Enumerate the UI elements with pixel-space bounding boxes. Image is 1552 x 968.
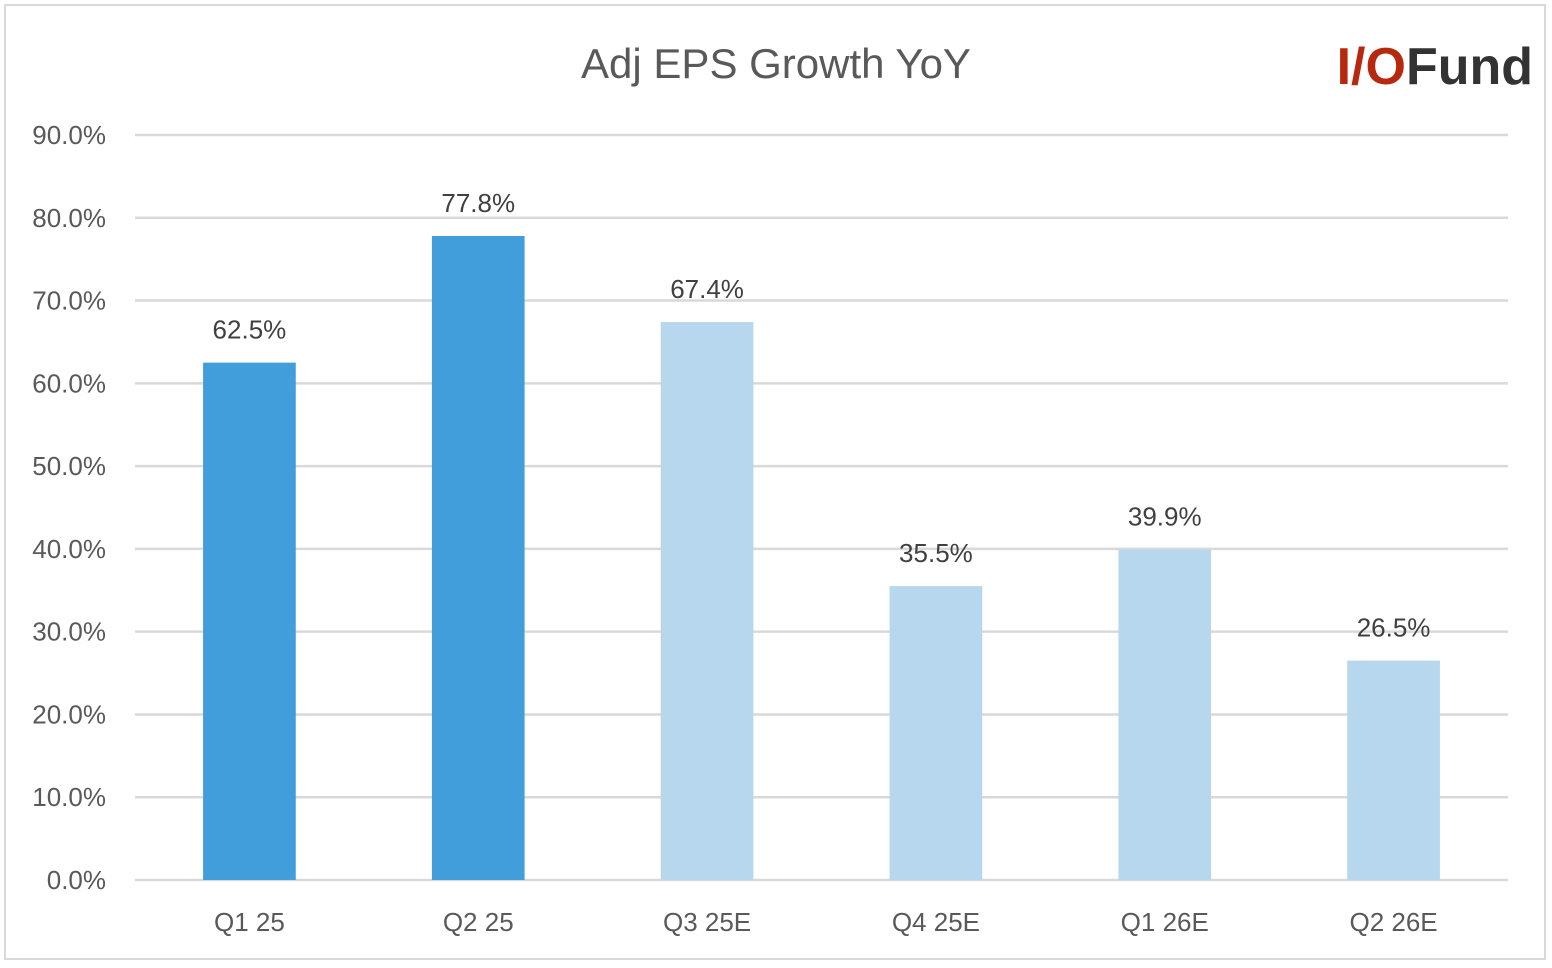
data-label: 67.4% bbox=[670, 274, 744, 304]
data-label: 26.5% bbox=[1357, 613, 1431, 643]
y-tick-label: 60.0% bbox=[32, 368, 106, 398]
y-tick-label: 80.0% bbox=[32, 203, 106, 233]
logo-accent-text: I/O bbox=[1337, 38, 1406, 96]
bar bbox=[1118, 549, 1212, 880]
bar bbox=[889, 586, 983, 880]
data-label: 77.8% bbox=[441, 188, 515, 218]
y-tick-label: 70.0% bbox=[32, 286, 106, 316]
x-tick-label: Q1 26E bbox=[1121, 907, 1209, 937]
bar bbox=[660, 322, 754, 881]
y-tick-label: 50.0% bbox=[32, 451, 106, 481]
svg-text:I/OFund: I/OFund bbox=[1337, 38, 1533, 96]
bars bbox=[203, 235, 1440, 881]
x-tick-label: Q4 25E bbox=[892, 907, 980, 937]
x-tick-label: Q1 25 bbox=[214, 907, 285, 937]
bar bbox=[431, 235, 525, 880]
bar bbox=[1347, 660, 1440, 880]
chart-title: Adj EPS Growth YoY bbox=[581, 40, 971, 87]
io-fund-logo: I/OFund bbox=[1337, 38, 1533, 96]
data-label: 35.5% bbox=[899, 538, 973, 568]
bar bbox=[203, 362, 296, 880]
x-tick-label: Q2 26E bbox=[1349, 907, 1437, 937]
x-axis-ticks: Q1 25 Q2 25 Q3 25E Q4 25E Q1 26E Q2 26E bbox=[214, 907, 1438, 937]
x-tick-label: Q3 25E bbox=[663, 907, 751, 937]
y-tick-label: 90.0% bbox=[32, 120, 106, 150]
y-tick-label: 0.0% bbox=[47, 865, 106, 895]
logo-main-text: Fund bbox=[1406, 38, 1533, 96]
y-tick-label: 10.0% bbox=[32, 782, 106, 812]
gridlines bbox=[135, 133, 1508, 882]
y-tick-label: 30.0% bbox=[32, 617, 106, 647]
x-tick-label: Q2 25 bbox=[443, 907, 514, 937]
y-tick-label: 40.0% bbox=[32, 534, 106, 564]
y-tick-label: 20.0% bbox=[32, 699, 106, 729]
y-axis-ticks: 0.0% 10.0% 20.0% 30.0% 40.0% 50.0% 60.0% 70.0% 8… bbox=[32, 120, 106, 895]
data-labels: 62.5% 77.8% 67.4% 35.5% 39.9% 26.5% bbox=[213, 188, 1431, 643]
data-label: 62.5% bbox=[213, 315, 287, 345]
data-label: 39.9% bbox=[1128, 502, 1202, 532]
